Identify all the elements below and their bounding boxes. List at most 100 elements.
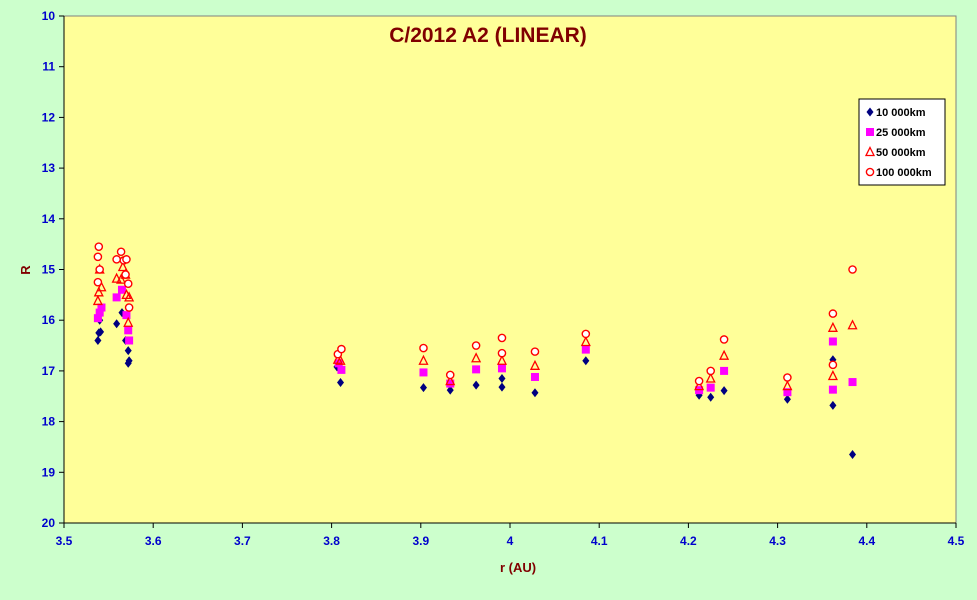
legend-label: 25 000km [876,127,926,139]
legend: 10 000km 25 000km 50 000km 100 000km [858,98,946,186]
data-point [337,365,346,374]
x-tick-label: 4.3 [769,534,786,548]
data-point [707,392,715,402]
x-tick-label: 4 [507,534,514,548]
data-point [121,270,130,279]
data-point [783,373,792,382]
y-tick-label: 12 [42,110,56,124]
data-point [124,291,135,302]
data-point [117,285,126,294]
data-point [530,347,540,356]
y-tick-label: 11 [42,60,55,74]
data-point [337,344,346,354]
data-point [337,378,345,388]
series-3 [92,261,858,391]
y-tick-label: 15 [42,263,56,277]
data-point [497,333,507,343]
x-axis-ticks: 3.5 3.6 3.7 3.8 3.9 4 4.1 4.2 4.3 4.4 4.5 [56,523,965,548]
data-point [95,308,104,317]
data-point [472,365,481,374]
data-point [93,286,104,297]
data-point [445,370,455,380]
legend-marker [864,146,876,157]
plot-area [63,15,957,524]
data-point [694,380,705,391]
y-tick-label: 17 [42,364,56,378]
data-point [93,314,102,323]
data-point [782,380,793,391]
data-point [847,319,858,330]
x-axis-label: r (AU) [500,560,536,575]
data-point [123,316,134,327]
x-tick-label: 3.6 [145,534,162,548]
data-point [111,272,122,283]
data-points [92,242,858,460]
data-point [113,319,121,329]
x-tick-label: 4.4 [858,534,875,548]
data-point [848,378,857,387]
data-point [94,242,104,251]
x-tick-label: 3.5 [56,534,73,548]
data-point [829,400,837,410]
data-point [419,368,428,377]
data-point [446,379,455,388]
data-point [498,374,506,384]
data-point [580,336,591,347]
data-point [125,356,133,366]
data-point [783,394,791,404]
data-point [581,329,591,339]
data-point [122,311,131,320]
data-point [848,265,857,274]
data-point [720,386,728,396]
y-tick-label: 14 [42,212,56,226]
data-point [720,366,729,375]
data-point [497,364,506,373]
legend-label: 10 000km [876,107,926,119]
y-tick-label: 16 [42,313,56,327]
y-axis-label: R [18,265,33,275]
legend-marker [866,128,874,136]
data-point [472,380,480,390]
legend-marker [865,167,875,177]
data-point [827,321,838,332]
data-point [93,252,103,262]
series-4 [93,242,857,386]
data-point [446,385,454,395]
data-point [419,343,428,353]
data-point [471,352,482,363]
chart-title: C/2012 A2 (LINEAR) [389,24,587,47]
data-point [828,385,837,394]
y-tick-label: 10 [42,9,56,23]
data-point [581,345,590,354]
data-point [112,293,121,302]
y-tick-label: 13 [42,161,56,175]
series-1 [94,308,857,460]
data-point [445,375,456,386]
x-tick-label: 4.2 [680,534,697,548]
data-point [96,281,107,292]
data-point [418,354,429,365]
y-tick-label: 18 [42,415,56,429]
series-2 [93,285,857,397]
data-point [123,279,133,288]
data-point [92,294,103,306]
data-point [828,309,838,318]
data-point [125,336,134,345]
legend-label: 100 000km [876,167,932,179]
data-point [97,303,106,312]
data-point [719,349,730,360]
data-point [116,273,127,284]
data-point [112,255,121,264]
data-point [531,388,539,398]
data-point [783,388,792,397]
data-point [497,348,507,358]
data-point [706,383,715,392]
y-tick-label: 20 [42,516,56,530]
data-point [529,359,541,370]
data-point [124,326,133,335]
data-point [419,383,427,393]
data-point [116,247,126,257]
data-point [332,353,343,364]
data-point [582,356,590,366]
